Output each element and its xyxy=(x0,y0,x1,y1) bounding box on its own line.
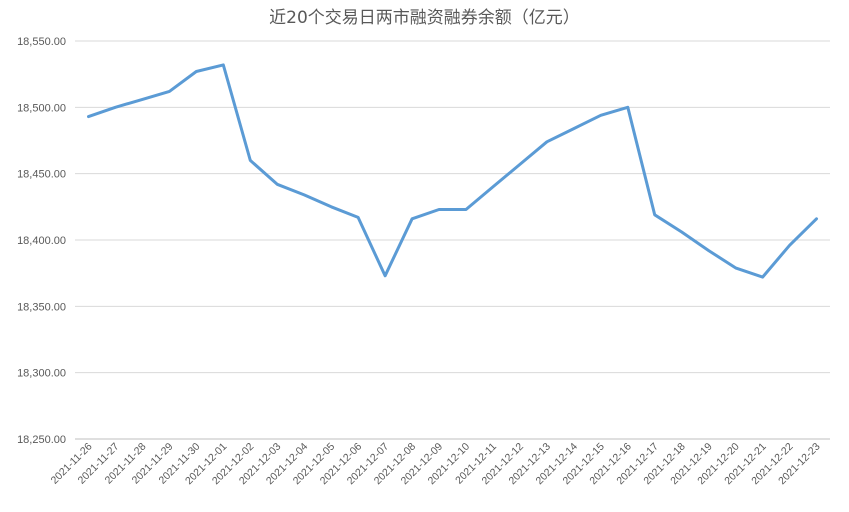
y-tick-label: 18,500.00 xyxy=(17,102,66,114)
y-tick-label: 18,250.00 xyxy=(17,434,66,446)
series-layer xyxy=(87,63,818,279)
y-axis-ticks: 18,250.00 18,300.00 18,350.00 18,400.00 18,4… xyxy=(17,36,66,446)
series-line xyxy=(87,63,818,279)
y-tick-label: 18,400.00 xyxy=(17,235,66,247)
y-tick-label: 18,550.00 xyxy=(17,36,66,48)
x-axis-ticks: 2021-11-262021-11-272021-11-282021-11-29… xyxy=(49,441,823,488)
y-tick-label: 18,300.00 xyxy=(17,368,66,380)
y-tick-label: 18,450.00 xyxy=(17,169,66,181)
chart-title: 近20个交易日两市融资融券余额（亿元） xyxy=(269,8,580,28)
y-tick-label: 18,350.00 xyxy=(17,301,66,313)
gridlines xyxy=(75,40,830,374)
